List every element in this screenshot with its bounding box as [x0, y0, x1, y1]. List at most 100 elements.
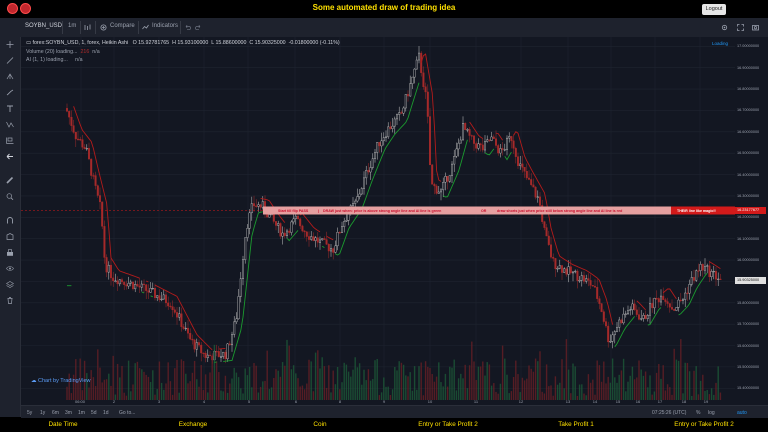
redo-icon[interactable]: [195, 24, 202, 31]
range-3m[interactable]: 3m: [65, 410, 72, 416]
footer-entry-tp2[interactable]: Entry or Take Profit 2: [418, 421, 478, 428]
volume-bar: [218, 372, 220, 400]
candle: [488, 139, 491, 143]
arrow-icon[interactable]: [6, 153, 14, 160]
volume-bar: [66, 386, 68, 400]
brush-icon[interactable]: [6, 89, 14, 96]
time-tick-label: 11: [473, 399, 479, 404]
candle: [613, 330, 616, 344]
footer-coin[interactable]: Coin: [313, 421, 327, 428]
price-tick-label: 15.50000000: [737, 364, 760, 369]
eye-icon[interactable]: [6, 265, 14, 272]
legend-volume-row[interactable]: Volume (20) loading... 216 n/a: [26, 49, 100, 55]
ruler-icon[interactable]: [6, 177, 14, 184]
indicators-icon[interactable]: [142, 24, 149, 31]
volume-bar: [193, 360, 196, 400]
lock-icon[interactable]: [6, 249, 14, 256]
legend-title[interactable]: forex:SOYBN_USD, 1, forex, Heikin Ashi: [32, 40, 129, 46]
volume-bar: [299, 386, 301, 400]
volume-bar: [464, 364, 466, 400]
annotation-box[interactable]: [263, 206, 735, 215]
ai-study-label[interactable]: AI (1, 1) loading...: [26, 57, 68, 63]
candle: [369, 160, 372, 180]
chart-type-icon[interactable]: [84, 24, 91, 31]
volume-bar: [671, 394, 673, 400]
candle: [569, 259, 572, 275]
volume-bar: [647, 387, 649, 400]
logout-button[interactable]: Logout: [702, 4, 726, 15]
prediction-icon[interactable]: [6, 137, 14, 144]
footer-tp1[interactable]: Take Profit 1: [558, 421, 594, 428]
volume-bar: [460, 373, 462, 400]
chart-area[interactable]: Start till flip PASS | DRAW just when: pri…: [21, 37, 768, 417]
candle: [281, 226, 284, 245]
pitchfork-icon[interactable]: [6, 73, 14, 80]
crosshair-icon[interactable]: [6, 41, 14, 48]
volume-study-label[interactable]: Volume (20) loading...: [26, 49, 78, 55]
volume-bar: [211, 355, 213, 400]
compare-button[interactable]: Compare: [110, 23, 135, 29]
range-1y[interactable]: 1y: [40, 410, 46, 416]
goto-button[interactable]: Go to...: [119, 410, 136, 416]
range-1d[interactable]: 1d: [103, 410, 109, 416]
range-1m[interactable]: 1m: [78, 410, 85, 416]
trend-line-icon[interactable]: [6, 57, 14, 64]
log-toggle[interactable]: log: [708, 410, 715, 416]
symbol-search[interactable]: SOYBN_USD: [25, 23, 63, 29]
candle: [514, 146, 517, 164]
volume-bar: [77, 380, 79, 400]
range-5y[interactable]: 5y: [27, 410, 33, 416]
layers-icon[interactable]: [6, 281, 14, 288]
range-6m[interactable]: 6m: [52, 410, 59, 416]
volume-bar: [169, 381, 172, 400]
magnet-icon[interactable]: [6, 217, 14, 224]
volume-bar: [310, 361, 312, 400]
candle: [693, 269, 696, 284]
fullscreen-icon[interactable]: [737, 24, 744, 31]
candle: [470, 134, 473, 140]
tradingview-watermark[interactable]: ☁ Chart by TradingView: [31, 378, 91, 384]
volume-bar: [242, 393, 244, 400]
pattern-icon[interactable]: [6, 121, 14, 128]
interval-selector[interactable]: 1m: [68, 23, 77, 29]
volume-bar: [288, 345, 290, 400]
candle: [288, 228, 291, 236]
watermark-text[interactable]: Chart by TradingView: [38, 378, 91, 384]
volume-bar: [422, 395, 425, 400]
indicators-button[interactable]: Indicators: [152, 23, 179, 29]
volume-bar: [336, 366, 339, 400]
stay-in-drawing-icon[interactable]: [6, 233, 14, 240]
volume-bar: [697, 394, 700, 400]
footer-date-time[interactable]: Date Time: [48, 421, 78, 428]
candle: [671, 299, 674, 310]
footer-entry-tp2-b[interactable]: Entry or Take Profit 2: [674, 421, 734, 428]
time-tick-label: 5: [247, 399, 251, 404]
volume-bar: [231, 378, 233, 400]
price-axis[interactable]: [735, 37, 768, 405]
candle: [442, 177, 445, 198]
trash-icon[interactable]: [6, 297, 14, 304]
undo-icon[interactable]: [184, 24, 191, 31]
volume-bar: [673, 348, 675, 400]
auto-toggle[interactable]: auto: [737, 410, 747, 416]
volume-bar: [138, 368, 141, 400]
text-tool-icon[interactable]: [6, 105, 14, 112]
candle: [712, 265, 715, 280]
candle: [418, 46, 421, 64]
settings-icon[interactable]: [721, 24, 728, 31]
volume-bar: [433, 381, 436, 400]
volume-bar: [644, 371, 647, 400]
compare-icon[interactable]: [100, 24, 107, 31]
legend-ai-row[interactable]: AI (1, 1) loading... n/a: [26, 57, 83, 63]
snapshot-icon[interactable]: [752, 24, 759, 31]
candle: [690, 271, 693, 287]
range-5d[interactable]: 5d: [91, 410, 97, 416]
volume-bar: [717, 366, 719, 400]
footer-exchange[interactable]: Exchange: [178, 421, 208, 428]
volume-bar: [405, 375, 407, 400]
volume-bar: [680, 339, 682, 400]
percent-toggle[interactable]: %: [696, 410, 701, 416]
volume-bar: [396, 370, 398, 400]
price-chart[interactable]: Start till flip PASS | DRAW just when: pri…: [21, 37, 768, 405]
zoom-icon[interactable]: [6, 193, 14, 200]
